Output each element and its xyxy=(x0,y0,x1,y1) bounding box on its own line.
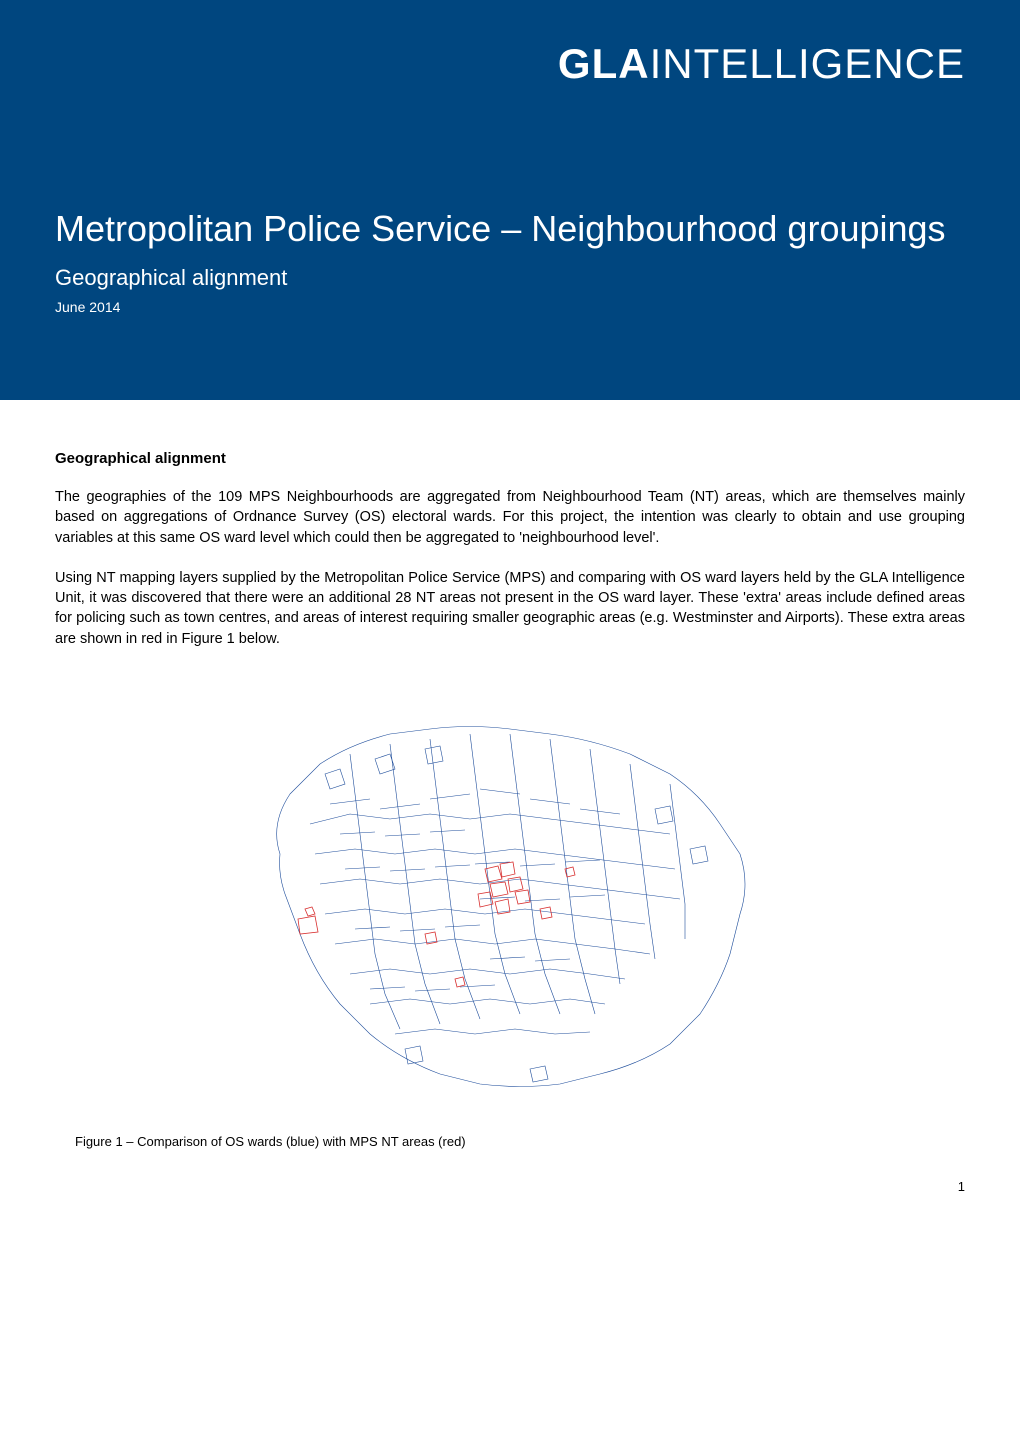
logo-text: GLAINTELLIGENCE xyxy=(558,40,965,87)
logo-container: GLAINTELLIGENCE xyxy=(55,40,965,88)
page-number: 1 xyxy=(0,1179,1020,1214)
content-area: Geographical alignment The geographies o… xyxy=(0,400,1020,1179)
figure-caption: Figure 1 – Comparison of OS wards (blue)… xyxy=(55,1134,965,1149)
paragraph-1: The geographies of the 109 MPS Neighbour… xyxy=(55,487,965,548)
london-wards-map xyxy=(230,674,790,1104)
section-heading: Geographical alignment xyxy=(55,450,965,467)
date-text: June 2014 xyxy=(55,299,965,315)
logo-light-part: INTELLIGENCE xyxy=(650,40,965,87)
logo-bold-part: GLA xyxy=(558,40,650,87)
paragraph-2: Using NT mapping layers supplied by the … xyxy=(55,568,965,649)
main-title: Metropolitan Police Service – Neighbourh… xyxy=(55,208,965,250)
map-container xyxy=(55,674,965,1104)
subtitle: Geographical alignment xyxy=(55,265,965,291)
header-banner: GLAINTELLIGENCE Metropolitan Police Serv… xyxy=(0,0,1020,400)
